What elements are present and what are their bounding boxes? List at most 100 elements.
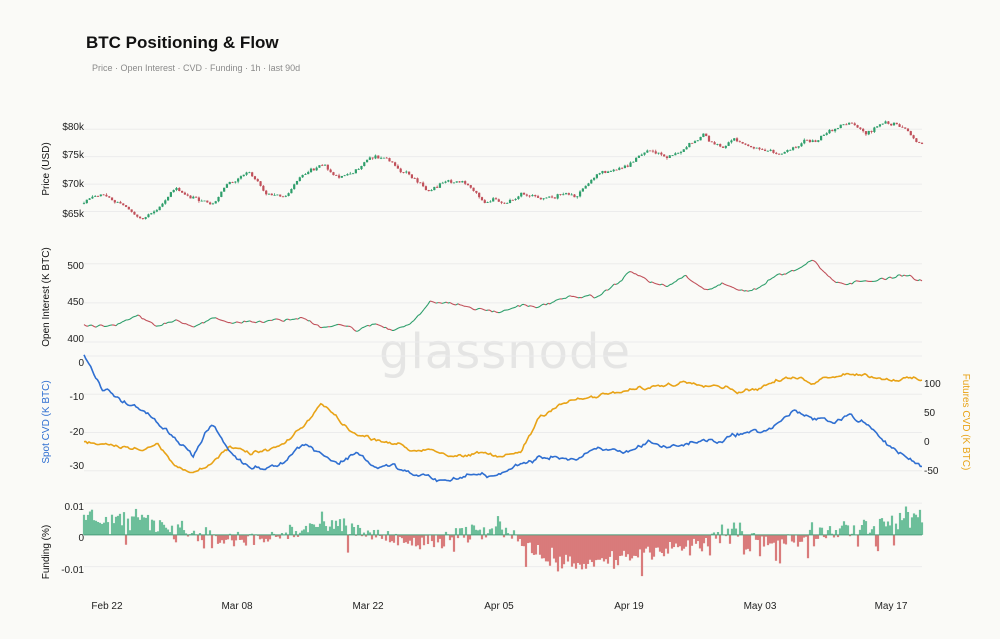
funding-bar: [426, 534, 430, 545]
funding-bar: [104, 516, 108, 535]
oi-segment: [659, 283, 663, 286]
oi-segment: [623, 274, 627, 278]
oi-segment: [595, 295, 599, 298]
funding-bar: [896, 529, 900, 535]
funding-bar: [306, 532, 310, 535]
candle-body: [349, 173, 352, 175]
candle-body: [649, 150, 652, 152]
oi-segment: [457, 303, 461, 306]
oi-segment: [531, 305, 535, 308]
candle-body: [755, 147, 758, 149]
candle-body: [408, 171, 411, 175]
funding-bar: [890, 515, 894, 535]
oi-segment: [823, 271, 827, 275]
oi-segment: [151, 322, 155, 326]
funding-bar: [658, 534, 662, 552]
oi-segment: [581, 296, 585, 299]
candle-body: [195, 196, 198, 198]
funding-bar: [488, 529, 492, 535]
funding-bar: [130, 516, 134, 535]
oi-segment: [627, 271, 631, 274]
funding-bar: [562, 534, 566, 565]
funding-bar: [792, 534, 796, 543]
funding-bar: [210, 534, 214, 549]
funding-bar: [90, 509, 94, 535]
funding-bar: [636, 534, 640, 558]
oi-segment: [95, 325, 99, 328]
candle-body: [665, 156, 669, 158]
oi-segment: [207, 318, 211, 321]
funding-bar: [168, 532, 172, 535]
funding-bar: [692, 534, 696, 539]
candle-body: [422, 182, 425, 187]
oi-segment: [263, 321, 267, 323]
funding-bar: [574, 534, 578, 569]
candle-body: [710, 141, 713, 143]
funding-bar: [784, 534, 788, 545]
funding-bar: [836, 534, 840, 538]
funding-bar: [734, 528, 738, 535]
candle-body: [189, 195, 192, 199]
candle-body: [511, 199, 514, 201]
funding-bar: [332, 528, 336, 535]
funding-bar: [638, 534, 642, 550]
candle-body: [276, 194, 279, 196]
oi-segment: [759, 285, 763, 288]
candle-body: [536, 196, 540, 198]
funding-bar: [752, 533, 756, 535]
oi-segment: [747, 290, 751, 292]
funding-bar: [484, 534, 488, 538]
oi-segment: [407, 323, 411, 326]
candle-body: [595, 174, 598, 178]
funding-bar: [838, 528, 842, 535]
oi-segment: [707, 288, 711, 291]
funding-bar: [106, 522, 110, 535]
oi-segment: [509, 307, 513, 310]
candle-body: [318, 165, 321, 168]
candle-body: [632, 161, 635, 163]
oi-segment: [755, 287, 759, 290]
oi-segment: [257, 320, 261, 323]
funding-bar: [204, 527, 208, 535]
oi-segment: [179, 321, 183, 324]
candle-body: [623, 165, 627, 169]
candle-body: [351, 173, 355, 175]
candle-body: [166, 196, 170, 201]
funding-bar: [862, 519, 866, 535]
funding-bar: [302, 529, 306, 535]
oi-segment: [539, 304, 543, 307]
oi-segment: [519, 304, 523, 307]
oi-segment: [333, 324, 337, 327]
funding-bar: [594, 534, 598, 561]
candle-body: [385, 157, 388, 159]
funding-bar: [316, 526, 320, 535]
candle-body: [534, 195, 537, 197]
candle-body: [646, 150, 649, 153]
candle-body: [122, 203, 125, 206]
funding-bar: [512, 530, 516, 535]
candle-body: [850, 122, 854, 124]
candle-body: [253, 176, 257, 180]
oi-segment: [555, 298, 559, 301]
funding-bar: [550, 534, 554, 548]
funding-bar: [222, 534, 226, 544]
funding-bar: [102, 522, 106, 535]
candle-body: [559, 194, 562, 196]
oi-segment: [799, 266, 803, 269]
funding-bar: [164, 527, 168, 535]
funding-bar: [244, 534, 248, 546]
funding-bar: [764, 534, 768, 537]
candle-body: [862, 128, 865, 132]
candle-body: [800, 143, 803, 147]
oi-segment: [455, 303, 459, 306]
candle-body: [822, 134, 826, 136]
oi-segment: [433, 301, 437, 304]
candle-body: [920, 142, 924, 144]
oi-segment: [479, 307, 483, 310]
funding-bar: [626, 534, 630, 555]
funding-bar: [458, 528, 462, 535]
funding-bar: [202, 534, 206, 549]
candle-body: [598, 173, 601, 175]
candle-body: [450, 180, 453, 183]
candle-body: [752, 147, 755, 149]
